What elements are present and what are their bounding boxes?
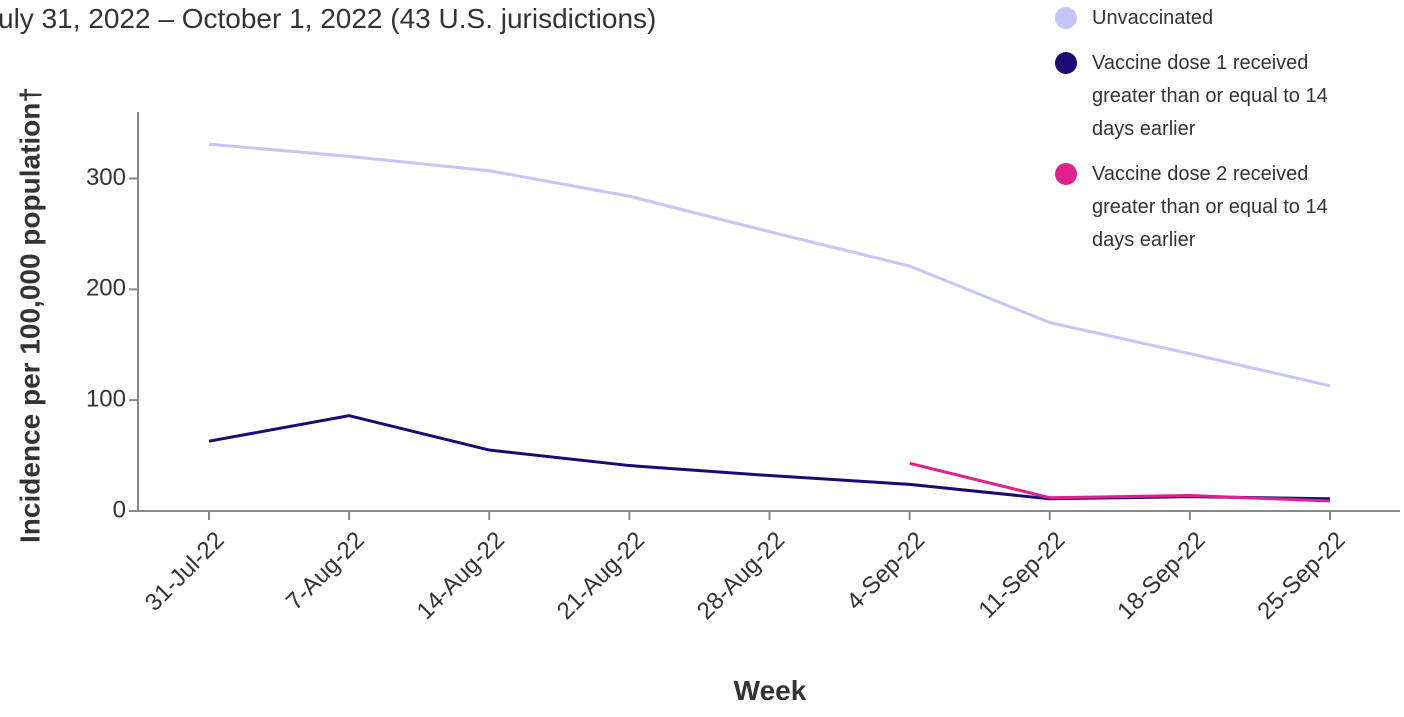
x-tick-label: 7-Aug-22 — [281, 527, 370, 616]
series-line — [208, 142, 1331, 388]
y-tick-label: 300 — [86, 164, 126, 191]
x-tick-label: 14-Aug-22 — [412, 527, 510, 625]
legend-label: Vaccine dose 2 received greater than or … — [1092, 163, 1328, 251]
legend-item: Vaccine dose 1 received greater than or … — [1054, 47, 1344, 146]
y-tick-label: 100 — [86, 386, 126, 413]
x-tick-label: 4-Sep-22 — [841, 527, 930, 616]
legend-swatch — [1055, 7, 1077, 29]
legend-label: Vaccine dose 1 received greater than or … — [1092, 52, 1328, 140]
series-line — [909, 461, 1331, 503]
x-tick-label: 28-Aug-22 — [692, 527, 790, 625]
legend-swatch — [1055, 52, 1077, 74]
legend: Unvaccinated Vaccine dose 1 received grea… — [1054, 2, 1344, 269]
legend-label: Unvaccinated — [1092, 7, 1214, 29]
x-tick-label: 31-Jul-22 — [140, 527, 230, 617]
legend-swatch — [1055, 163, 1077, 185]
y-tick-label: 0 — [113, 496, 126, 523]
y-axis-title: Incidence per 100,000 population† — [14, 87, 45, 543]
legend-item: Unvaccinated — [1054, 2, 1344, 35]
chart-title: uly 31, 2022 – October 1, 2022 (43 U.S. … — [0, 3, 656, 34]
legend-item: Vaccine dose 2 received greater than or … — [1054, 158, 1344, 257]
x-tick-label: 18-Sep-22 — [1112, 527, 1210, 625]
series-line — [208, 414, 1331, 501]
x-tick-label: 25-Sep-22 — [1252, 527, 1350, 625]
x-tick-label: 11-Sep-22 — [973, 527, 1070, 624]
x-axis-title: Week — [734, 675, 807, 706]
y-tick-label: 200 — [86, 275, 126, 302]
x-tick-label: 21-Aug-22 — [552, 527, 650, 625]
